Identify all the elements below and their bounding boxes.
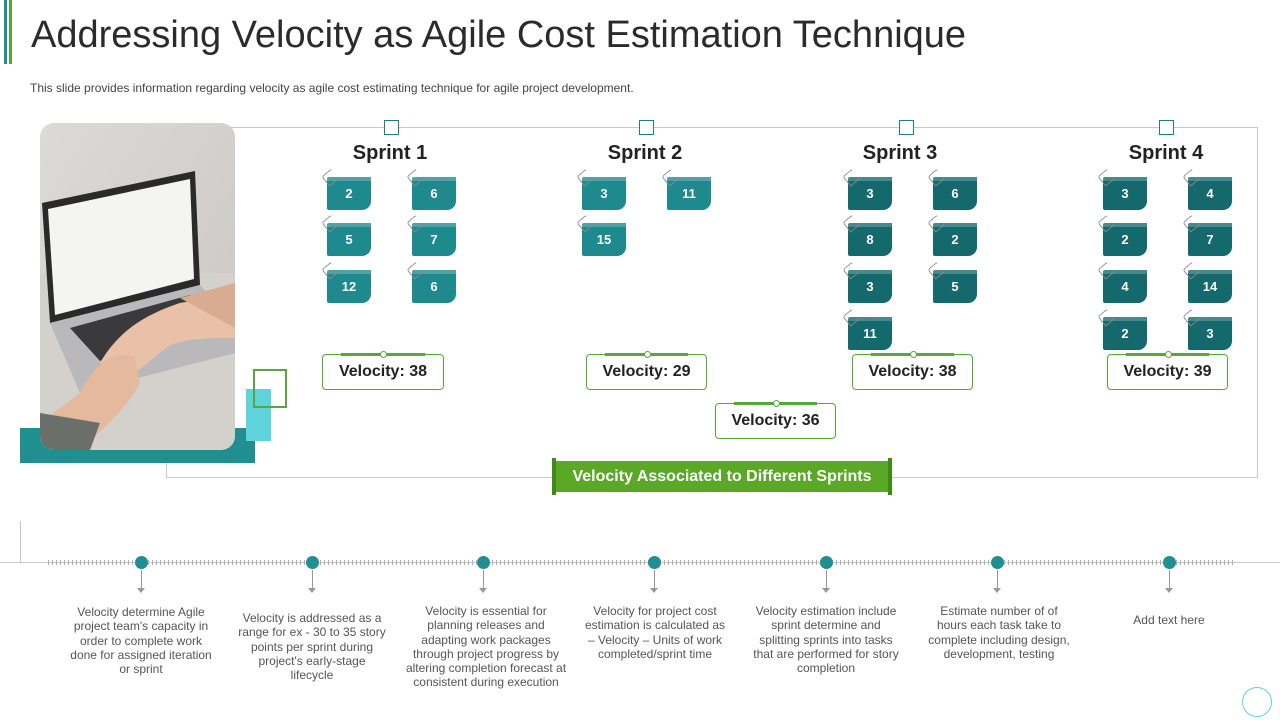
sprint-2-marker <box>639 120 654 135</box>
story-point-note: 3 <box>842 168 892 210</box>
sprint-4-marker <box>1159 120 1174 135</box>
story-point-note: 6 <box>406 168 456 210</box>
timeline-dot <box>135 556 148 569</box>
story-point-note: 4 <box>1097 261 1147 303</box>
timeline-stem <box>1169 570 1170 590</box>
arrow-down-icon <box>650 588 658 593</box>
story-point-note: 14 <box>1182 261 1232 303</box>
arrow-down-icon <box>822 588 830 593</box>
sprint-1-title: Sprint 1 <box>352 142 428 164</box>
sprint-3-velocity: Velocity: 38 <box>852 351 973 390</box>
story-point-note: 2 <box>1097 214 1147 256</box>
velocity-banner: Velocity Associated to Different Sprints <box>552 458 892 495</box>
sprint-1-marker <box>384 120 399 135</box>
story-point-note: 3 <box>1182 308 1232 350</box>
decorative-teal-rect <box>246 389 271 441</box>
sprint-4-title: Sprint 4 <box>1128 142 1204 164</box>
story-point-note: 6 <box>927 168 977 210</box>
story-point-note: 12 <box>321 261 371 303</box>
timeline-text: Velocity is addressed as a range for ex … <box>238 611 386 683</box>
timeline-text: Velocity is essential for planning relea… <box>405 604 567 690</box>
story-point-note: 5 <box>927 261 977 303</box>
story-point-note: 2 <box>321 168 371 210</box>
page-subtitle: This slide provides information regardin… <box>30 81 634 95</box>
story-point-note: 2 <box>927 214 977 256</box>
page-title: Addressing Velocity as Agile Cost Estima… <box>31 14 967 56</box>
story-point-note: 6 <box>406 261 456 303</box>
story-point-note: 2 <box>1097 308 1147 350</box>
story-point-note: 5 <box>321 214 371 256</box>
arrow-down-icon <box>479 588 487 593</box>
story-point-note: 11 <box>661 168 711 210</box>
arrow-down-icon <box>1165 588 1173 593</box>
decorative-corner-circle <box>1242 687 1272 717</box>
timeline-text: Add text here <box>1133 613 1205 627</box>
title-accent-bar-green <box>9 0 12 64</box>
sprint-1-velocity: Velocity: 38 <box>322 351 444 390</box>
timeline-stem <box>654 570 655 590</box>
average-velocity: Velocity: 36 <box>715 400 836 439</box>
sprint-4-velocity: Velocity: 39 <box>1107 351 1228 390</box>
story-point-note: 7 <box>1182 214 1232 256</box>
sprint-3-title: Sprint 3 <box>862 142 938 164</box>
timeline-stem <box>141 570 142 590</box>
arrow-down-icon <box>137 588 145 593</box>
timeline-dot <box>477 556 490 569</box>
title-accent-bar-teal <box>4 0 7 64</box>
story-point-note: 4 <box>1182 168 1232 210</box>
timeline-dot <box>820 556 833 569</box>
laptop-photo <box>40 123 235 450</box>
timeline-dot <box>306 556 319 569</box>
sprint-2-title: Sprint 2 <box>607 142 683 164</box>
story-point-note: 3 <box>842 261 892 303</box>
timeline-text: Estimate number of of hours each task ta… <box>928 604 1070 661</box>
story-point-note: 3 <box>1097 168 1147 210</box>
story-point-note: 7 <box>406 214 456 256</box>
timeline-stem <box>826 570 827 590</box>
timeline-text: Velocity estimation include sprint deter… <box>753 604 899 676</box>
decorative-green-square <box>253 369 287 408</box>
story-point-note: 11 <box>842 308 892 350</box>
timeline-text: Velocity determine Agile project team's … <box>70 605 212 677</box>
story-point-note: 3 <box>576 168 626 210</box>
sprint-2-velocity: Velocity: 29 <box>586 351 707 390</box>
timeline-stem <box>483 570 484 590</box>
timeline-text: Velocity for project cost estimation is … <box>584 604 726 661</box>
timeline-dotted-track <box>48 560 1234 565</box>
arrow-down-icon <box>308 588 316 593</box>
timeline-dot <box>648 556 661 569</box>
story-point-note: 8 <box>842 214 892 256</box>
story-point-note: 15 <box>576 214 626 256</box>
arrow-down-icon <box>993 588 1001 593</box>
timeline-stem <box>997 570 998 590</box>
timeline-left-tick <box>20 521 21 562</box>
sprint-3-marker <box>899 120 914 135</box>
timeline-stem <box>312 570 313 590</box>
timeline-dot <box>991 556 1004 569</box>
timeline-dot <box>1163 556 1176 569</box>
